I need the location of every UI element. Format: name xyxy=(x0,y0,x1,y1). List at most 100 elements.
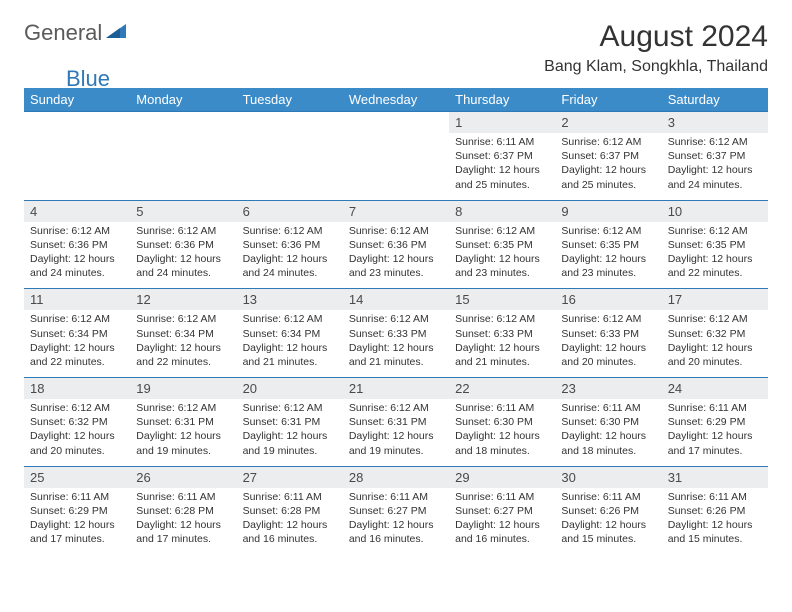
day-detail-cell: Sunrise: 6:11 AMSunset: 6:27 PMDaylight:… xyxy=(449,488,555,555)
day-number-cell: 27 xyxy=(237,466,343,488)
day-number-cell: 11 xyxy=(24,289,130,311)
day-detail-cell xyxy=(24,133,130,200)
day-detail-cell xyxy=(237,133,343,200)
day-detail-cell xyxy=(343,133,449,200)
daylight-line: Daylight: 12 hours and 22 minutes. xyxy=(136,341,230,369)
day-detail-cell: Sunrise: 6:12 AMSunset: 6:34 PMDaylight:… xyxy=(130,310,236,377)
daylight-line: Daylight: 12 hours and 25 minutes. xyxy=(455,163,549,191)
daylight-line: Daylight: 12 hours and 17 minutes. xyxy=(668,429,762,457)
day-number-cell: 4 xyxy=(24,200,130,222)
sunrise-line: Sunrise: 6:12 AM xyxy=(349,312,443,326)
day-detail-cell: Sunrise: 6:11 AMSunset: 6:30 PMDaylight:… xyxy=(555,399,661,466)
day-detail-cell: Sunrise: 6:12 AMSunset: 6:31 PMDaylight:… xyxy=(237,399,343,466)
day-number-cell xyxy=(343,112,449,134)
sunrise-line: Sunrise: 6:12 AM xyxy=(136,224,230,238)
day-number-cell: 9 xyxy=(555,200,661,222)
day-detail-cell: Sunrise: 6:12 AMSunset: 6:36 PMDaylight:… xyxy=(24,222,130,289)
day-detail-cell: Sunrise: 6:12 AMSunset: 6:35 PMDaylight:… xyxy=(449,222,555,289)
logo-text-general: General xyxy=(24,20,102,46)
daylight-line: Daylight: 12 hours and 24 minutes. xyxy=(136,252,230,280)
weekday-header: Wednesday xyxy=(343,88,449,112)
weekday-header-row: Sunday Monday Tuesday Wednesday Thursday… xyxy=(24,88,768,112)
sunrise-line: Sunrise: 6:12 AM xyxy=(30,224,124,238)
day-detail-cell: Sunrise: 6:12 AMSunset: 6:33 PMDaylight:… xyxy=(343,310,449,377)
day-number-cell: 1 xyxy=(449,112,555,134)
sunrise-line: Sunrise: 6:11 AM xyxy=(668,401,762,415)
day-number-cell: 26 xyxy=(130,466,236,488)
sunrise-line: Sunrise: 6:11 AM xyxy=(455,401,549,415)
day-number-cell: 28 xyxy=(343,466,449,488)
day-number-cell: 17 xyxy=(662,289,768,311)
sunrise-line: Sunrise: 6:12 AM xyxy=(30,401,124,415)
day-detail-cell: Sunrise: 6:12 AMSunset: 6:37 PMDaylight:… xyxy=(555,133,661,200)
sunrise-line: Sunrise: 6:12 AM xyxy=(243,401,337,415)
daylight-line: Daylight: 12 hours and 18 minutes. xyxy=(455,429,549,457)
sunset-line: Sunset: 6:35 PM xyxy=(455,238,549,252)
daylight-line: Daylight: 12 hours and 20 minutes. xyxy=(561,341,655,369)
sunset-line: Sunset: 6:34 PM xyxy=(30,327,124,341)
day-number-cell xyxy=(24,112,130,134)
day-number-cell: 21 xyxy=(343,378,449,400)
day-number-cell: 13 xyxy=(237,289,343,311)
sunrise-line: Sunrise: 6:11 AM xyxy=(561,490,655,504)
calendar-table: Sunday Monday Tuesday Wednesday Thursday… xyxy=(24,88,768,554)
sunset-line: Sunset: 6:37 PM xyxy=(455,149,549,163)
day-number-cell: 25 xyxy=(24,466,130,488)
day-number-row: 45678910 xyxy=(24,200,768,222)
daylight-line: Daylight: 12 hours and 22 minutes. xyxy=(30,341,124,369)
sunset-line: Sunset: 6:33 PM xyxy=(349,327,443,341)
day-detail-cell: Sunrise: 6:11 AMSunset: 6:28 PMDaylight:… xyxy=(237,488,343,555)
sunrise-line: Sunrise: 6:11 AM xyxy=(455,135,549,149)
daylight-line: Daylight: 12 hours and 24 minutes. xyxy=(243,252,337,280)
sunrise-line: Sunrise: 6:11 AM xyxy=(243,490,337,504)
daylight-line: Daylight: 12 hours and 20 minutes. xyxy=(668,341,762,369)
day-detail-row: Sunrise: 6:12 AMSunset: 6:34 PMDaylight:… xyxy=(24,310,768,377)
weekday-header: Friday xyxy=(555,88,661,112)
sunset-line: Sunset: 6:34 PM xyxy=(136,327,230,341)
sunrise-line: Sunrise: 6:11 AM xyxy=(349,490,443,504)
sunrise-line: Sunrise: 6:11 AM xyxy=(30,490,124,504)
sunrise-line: Sunrise: 6:12 AM xyxy=(349,224,443,238)
sunrise-line: Sunrise: 6:11 AM xyxy=(668,490,762,504)
sunset-line: Sunset: 6:28 PM xyxy=(243,504,337,518)
sunset-line: Sunset: 6:36 PM xyxy=(243,238,337,252)
sunset-line: Sunset: 6:37 PM xyxy=(668,149,762,163)
day-detail-cell: Sunrise: 6:12 AMSunset: 6:36 PMDaylight:… xyxy=(343,222,449,289)
sunrise-line: Sunrise: 6:12 AM xyxy=(668,312,762,326)
sunset-line: Sunset: 6:31 PM xyxy=(136,415,230,429)
sunset-line: Sunset: 6:29 PM xyxy=(668,415,762,429)
sunrise-line: Sunrise: 6:11 AM xyxy=(455,490,549,504)
sunset-line: Sunset: 6:31 PM xyxy=(349,415,443,429)
day-detail-cell: Sunrise: 6:12 AMSunset: 6:31 PMDaylight:… xyxy=(130,399,236,466)
day-number-row: 18192021222324 xyxy=(24,378,768,400)
sunset-line: Sunset: 6:26 PM xyxy=(668,504,762,518)
day-number-cell: 29 xyxy=(449,466,555,488)
day-detail-cell: Sunrise: 6:11 AMSunset: 6:30 PMDaylight:… xyxy=(449,399,555,466)
day-detail-cell: Sunrise: 6:12 AMSunset: 6:37 PMDaylight:… xyxy=(662,133,768,200)
sunset-line: Sunset: 6:30 PM xyxy=(455,415,549,429)
sunrise-line: Sunrise: 6:12 AM xyxy=(349,401,443,415)
sunset-line: Sunset: 6:27 PM xyxy=(455,504,549,518)
day-number-cell xyxy=(130,112,236,134)
daylight-line: Daylight: 12 hours and 19 minutes. xyxy=(136,429,230,457)
sunrise-line: Sunrise: 6:12 AM xyxy=(243,312,337,326)
weekday-header: Tuesday xyxy=(237,88,343,112)
weekday-header: Saturday xyxy=(662,88,768,112)
sunrise-line: Sunrise: 6:12 AM xyxy=(136,401,230,415)
day-number-row: 11121314151617 xyxy=(24,289,768,311)
day-number-cell: 30 xyxy=(555,466,661,488)
day-number-cell: 6 xyxy=(237,200,343,222)
day-detail-row: Sunrise: 6:12 AMSunset: 6:32 PMDaylight:… xyxy=(24,399,768,466)
daylight-line: Daylight: 12 hours and 16 minutes. xyxy=(243,518,337,546)
day-number-cell: 24 xyxy=(662,378,768,400)
day-number-cell: 20 xyxy=(237,378,343,400)
daylight-line: Daylight: 12 hours and 21 minutes. xyxy=(243,341,337,369)
day-detail-cell xyxy=(130,133,236,200)
daylight-line: Daylight: 12 hours and 16 minutes. xyxy=(455,518,549,546)
sunset-line: Sunset: 6:30 PM xyxy=(561,415,655,429)
day-detail-row: Sunrise: 6:11 AMSunset: 6:37 PMDaylight:… xyxy=(24,133,768,200)
day-detail-cell: Sunrise: 6:11 AMSunset: 6:26 PMDaylight:… xyxy=(555,488,661,555)
day-detail-cell: Sunrise: 6:11 AMSunset: 6:29 PMDaylight:… xyxy=(24,488,130,555)
sunset-line: Sunset: 6:36 PM xyxy=(349,238,443,252)
daylight-line: Daylight: 12 hours and 16 minutes. xyxy=(349,518,443,546)
